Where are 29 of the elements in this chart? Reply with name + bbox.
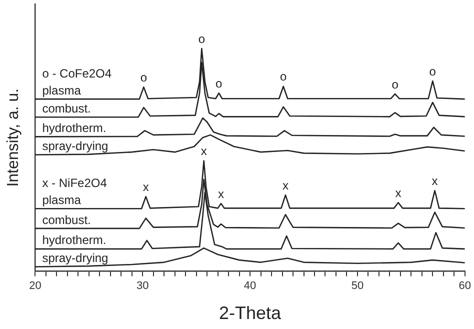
x-axis-title: 2-Theta <box>219 303 282 324</box>
annotation: o <box>392 77 399 92</box>
y-axis-title: Intensity, a. u. <box>5 88 22 187</box>
annotation: o <box>429 64 436 78</box>
x-tick-label: 20 <box>29 280 42 292</box>
series-label: plasma <box>42 83 82 98</box>
annotation: o <box>198 32 206 46</box>
annotation: x <box>282 178 288 192</box>
series-label: combust. <box>42 212 91 227</box>
annotation: o <box>216 76 223 90</box>
annotation: x <box>432 174 438 188</box>
series-label: plasma <box>42 192 82 207</box>
annotation: x - NiFe2O4 <box>42 176 108 190</box>
series-label: hydrotherm. <box>42 121 106 136</box>
annotation: x <box>200 144 207 158</box>
x-tick-label: 30 <box>136 280 149 292</box>
series-label: combust. <box>42 101 91 116</box>
series-label: hydrotherm. <box>42 233 106 248</box>
annotation: x <box>142 180 149 194</box>
annotation: o - CoFe2O4 <box>42 66 112 80</box>
annotation: o <box>140 70 148 84</box>
annotation: x <box>395 186 402 200</box>
annotation: o <box>280 70 287 84</box>
annotation: x <box>218 186 224 201</box>
x-tick-label: 50 <box>351 280 364 292</box>
series-label: spray-drying <box>42 251 108 266</box>
x-tick-label: 60 <box>458 280 472 292</box>
series-label: spray-drying <box>42 139 108 154</box>
x-tick-label: 40 <box>244 280 256 292</box>
